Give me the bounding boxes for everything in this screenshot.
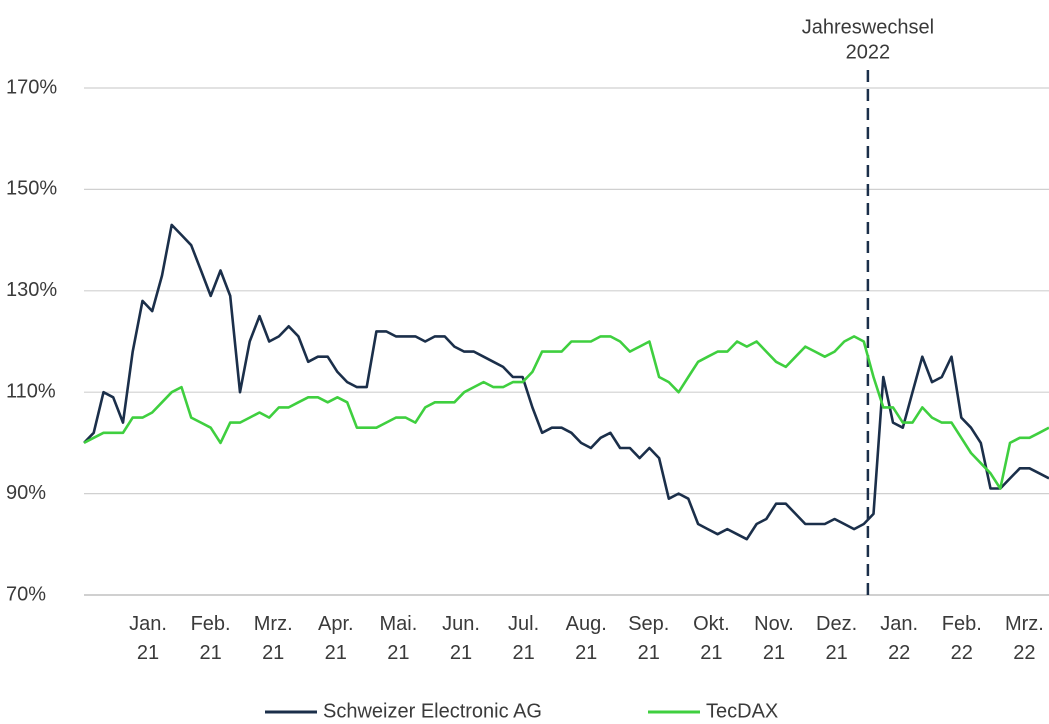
x-tick-label-line: 21 bbox=[763, 642, 785, 664]
x-tick-label-line: Jan. bbox=[129, 613, 167, 635]
x-tick-label-line: 21 bbox=[262, 642, 284, 664]
legend-label: TecDAX bbox=[706, 700, 778, 722]
x-tick-label: Nov. 21 bbox=[754, 613, 794, 664]
x-tick-label-line: Jun. bbox=[442, 613, 480, 635]
x-tick-label: Mrz. 21 bbox=[254, 613, 293, 664]
x-tick-label: Mrz. 22 bbox=[1005, 613, 1044, 664]
x-tick-label: Jan. 22 bbox=[880, 613, 918, 664]
x-tick-label-line: Jul. bbox=[508, 613, 539, 635]
x-tick-label-line: Feb. bbox=[191, 613, 231, 635]
x-tick-label-line: 21 bbox=[700, 642, 722, 664]
y-tick-label: 150% bbox=[6, 178, 57, 200]
x-tick-label-line: Mai. bbox=[380, 613, 418, 635]
series-line bbox=[83, 223, 1049, 541]
x-tick-label-line: 21 bbox=[137, 642, 159, 664]
y-tick-label: 130% bbox=[6, 279, 57, 301]
x-tick-label-line: 21 bbox=[199, 642, 221, 664]
x-tick-label-line: Apr. bbox=[318, 613, 354, 635]
annotation: 2022 bbox=[846, 41, 891, 63]
x-tick-label-line: 22 bbox=[888, 642, 910, 664]
x-tick-label: Jan. 21 bbox=[129, 613, 167, 664]
x-tick-label-line: Dez. bbox=[816, 613, 857, 635]
x-tick-label-line: Feb. bbox=[942, 613, 982, 635]
x-tick-label-line: Aug. bbox=[566, 613, 607, 635]
series-line bbox=[83, 335, 1049, 490]
x-tick-label: Aug. 21 bbox=[566, 613, 607, 664]
x-tick-label-line: 21 bbox=[638, 642, 660, 664]
x-tick-label: Sep. 21 bbox=[628, 613, 669, 664]
x-tick-label-line: 21 bbox=[512, 642, 534, 664]
x-tick-label-line: 21 bbox=[575, 642, 597, 664]
x-tick-label: Okt. 21 bbox=[693, 613, 730, 664]
x-tick-label-line: 22 bbox=[951, 642, 973, 664]
x-tick-label-line: 21 bbox=[325, 642, 347, 664]
x-tick-label-line: 21 bbox=[825, 642, 847, 664]
x-tick-label: Feb. 21 bbox=[191, 613, 231, 664]
annotation: Jahreswechsel bbox=[802, 16, 934, 38]
x-tick-label-line: Mrz. bbox=[254, 613, 293, 635]
x-tick-label-line: Jan. bbox=[880, 613, 918, 635]
x-tick-label: Apr. 21 bbox=[318, 613, 354, 664]
legend-label: Schweizer Electronic AG bbox=[323, 700, 542, 722]
y-tick-label: 70% bbox=[6, 583, 46, 605]
x-tick-label-line: Nov. bbox=[754, 613, 794, 635]
y-tick-label: 170% bbox=[6, 76, 57, 98]
x-tick-label: Mai. 21 bbox=[380, 613, 418, 664]
x-tick-label-line: Okt. bbox=[693, 613, 730, 635]
x-tick-label: Jun. 21 bbox=[442, 613, 480, 664]
x-tick-label-line: 21 bbox=[387, 642, 409, 664]
x-tick-label: Jul. 21 bbox=[508, 613, 539, 664]
x-tick-label-line: Mrz. bbox=[1005, 613, 1044, 635]
x-tick-label-line: Sep. bbox=[628, 613, 669, 635]
y-tick-label: 110% bbox=[6, 380, 56, 402]
x-tick-label: Feb. 22 bbox=[942, 613, 982, 664]
x-tick-label-line: 22 bbox=[1013, 642, 1035, 664]
x-tick-label: Dez. 21 bbox=[816, 613, 857, 664]
y-tick-label: 90% bbox=[6, 482, 46, 504]
x-tick-label-line: 21 bbox=[450, 642, 472, 664]
